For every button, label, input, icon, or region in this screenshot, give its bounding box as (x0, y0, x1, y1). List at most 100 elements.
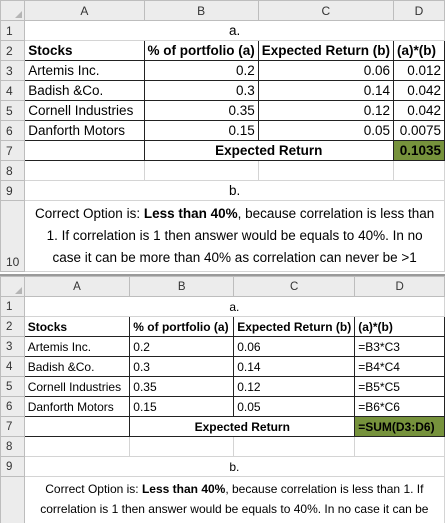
row-header-3[interactable]: 3 (0, 336, 25, 357)
row-header-9[interactable]: 9 (0, 456, 25, 477)
column-header-row: A B C D (0, 276, 445, 297)
cell-title-b[interactable]: b. (23, 456, 445, 477)
cell-product[interactable]: 0.0075 (393, 120, 445, 141)
table-row: 9 b. (0, 180, 445, 201)
cell-stock[interactable]: Danforth Motors (24, 120, 145, 141)
cell-empty[interactable] (233, 436, 356, 457)
table-row: 8 (0, 436, 445, 457)
row-header-10[interactable]: 10 (0, 200, 26, 272)
cell-stock[interactable]: Badish &Co. (23, 356, 131, 377)
row-header-4[interactable]: 4 (0, 356, 25, 377)
column-header-a[interactable]: A (23, 276, 131, 297)
cell-return[interactable]: 0.05 (257, 120, 395, 141)
row-header-6[interactable]: 6 (0, 120, 26, 141)
row-header-7[interactable]: 7 (0, 140, 26, 161)
cell-answer-note[interactable]: Correct Option is: Less than 40%, becaus… (23, 476, 445, 523)
row-header-7[interactable]: 7 (0, 416, 25, 437)
column-header-b[interactable]: B (143, 0, 259, 21)
cell-title-a[interactable]: a. (24, 20, 445, 41)
cell-title-a[interactable]: a. (23, 296, 445, 317)
row-header-2[interactable]: 2 (0, 40, 26, 61)
cell-formula[interactable]: =B3*C3 (354, 336, 445, 357)
cell-stock[interactable]: Artemis Inc. (23, 336, 131, 357)
column-header-c[interactable]: C (233, 276, 356, 297)
row-header-9[interactable]: 9 (0, 180, 26, 201)
cell-portfolio[interactable]: 0.15 (143, 120, 259, 141)
cell-formula[interactable]: =B6*C6 (354, 396, 445, 417)
cell-header-stocks[interactable]: Stocks (23, 316, 131, 337)
cell-header-portfolio[interactable]: % of portfolio (a) (129, 316, 235, 337)
cell-portfolio[interactable]: 0.3 (129, 356, 235, 377)
cell-return[interactable]: 0.06 (257, 60, 395, 81)
row-header-6[interactable]: 6 (0, 396, 25, 417)
row-header-5[interactable]: 5 (0, 100, 26, 121)
cell-empty[interactable] (24, 160, 145, 181)
cell-portfolio[interactable]: 0.2 (143, 60, 259, 81)
column-header-d[interactable]: D (354, 276, 445, 297)
row-header-5[interactable]: 5 (0, 376, 25, 397)
cell-header-product[interactable]: (a)*(b) (393, 40, 445, 61)
column-header-b[interactable]: B (129, 276, 235, 297)
row-header-10[interactable]: 10 (0, 476, 25, 523)
note-prefix: Correct Option is: (45, 482, 142, 496)
spreadsheet-formulas-view: A B C D 1 a. 2 Stocks % of portfolio (a)… (0, 274, 445, 523)
cell-portfolio[interactable]: 0.35 (143, 100, 259, 121)
cell-portfolio[interactable]: 0.35 (129, 376, 235, 397)
cell-return[interactable]: 0.12 (257, 100, 395, 121)
cell-title-b[interactable]: b. (24, 180, 445, 201)
cell-expected-return-value[interactable]: 0.1035 (393, 140, 445, 161)
cell-formula[interactable]: =B4*C4 (354, 356, 445, 377)
cell-empty[interactable] (23, 436, 131, 457)
cell-header-product[interactable]: (a)*(b) (354, 316, 445, 337)
cell-expected-return-formula[interactable]: =SUM(D3:D6) (354, 416, 445, 437)
values-grid: A B C D 1 a. 2 Stocks % of portfolio (a)… (0, 0, 445, 272)
cell-formula[interactable]: =B5*C5 (354, 376, 445, 397)
table-row: 4 Badish &Co. 0.3 0.14 =B4*C4 (0, 356, 445, 377)
cell-expected-return-label[interactable]: Expected Return (129, 416, 356, 437)
cell-product[interactable]: 0.012 (393, 60, 445, 81)
cell-return[interactable]: 0.12 (233, 376, 356, 397)
column-header-c[interactable]: C (257, 0, 395, 21)
row-header-8[interactable]: 8 (0, 436, 25, 457)
cell-stock[interactable]: Cornell Industries (24, 100, 145, 121)
cell-return[interactable]: 0.14 (257, 80, 395, 101)
cell-answer-note[interactable]: Correct Option is: Less than 40%, becaus… (24, 200, 445, 272)
cell-stock[interactable]: Danforth Motors (23, 396, 131, 417)
column-header-d[interactable]: D (393, 0, 445, 21)
cell-portfolio[interactable]: 0.15 (129, 396, 235, 417)
cell-header-portfolio[interactable]: % of portfolio (a) (143, 40, 259, 61)
cell-empty[interactable] (354, 436, 445, 457)
cell-empty[interactable] (23, 416, 131, 437)
cell-product[interactable]: 0.042 (393, 100, 445, 121)
cell-return[interactable]: 0.05 (233, 396, 356, 417)
cell-header-stocks[interactable]: Stocks (24, 40, 145, 61)
table-row: 10 Correct Option is: Less than 40%, bec… (0, 200, 445, 272)
row-header-1[interactable]: 1 (0, 20, 26, 41)
cell-stock[interactable]: Artemis Inc. (24, 60, 145, 81)
select-all-corner[interactable] (0, 0, 26, 21)
select-all-corner[interactable] (0, 276, 25, 297)
row-header-3[interactable]: 3 (0, 60, 26, 81)
cell-empty[interactable] (24, 140, 145, 161)
table-row: 3 Artemis Inc. 0.2 0.06 =B3*C3 (0, 336, 445, 357)
cell-empty[interactable] (143, 160, 259, 181)
column-header-row: A B C D (0, 0, 445, 21)
cell-return[interactable]: 0.06 (233, 336, 356, 357)
cell-empty[interactable] (257, 160, 395, 181)
row-header-2[interactable]: 2 (0, 316, 25, 337)
cell-portfolio[interactable]: 0.2 (129, 336, 235, 357)
cell-header-return[interactable]: Expected Return (b) (257, 40, 395, 61)
cell-return[interactable]: 0.14 (233, 356, 356, 377)
cell-empty[interactable] (129, 436, 235, 457)
row-header-4[interactable]: 4 (0, 80, 26, 101)
cell-stock[interactable]: Cornell Industries (23, 376, 131, 397)
cell-header-return[interactable]: Expected Return (b) (233, 316, 356, 337)
cell-empty[interactable] (393, 160, 445, 181)
row-header-8[interactable]: 8 (0, 160, 26, 181)
cell-portfolio[interactable]: 0.3 (143, 80, 259, 101)
cell-expected-return-label[interactable]: Expected Return (143, 140, 395, 161)
cell-stock[interactable]: Badish &Co. (24, 80, 145, 101)
row-header-1[interactable]: 1 (0, 296, 25, 317)
cell-product[interactable]: 0.042 (393, 80, 445, 101)
column-header-a[interactable]: A (24, 0, 145, 21)
